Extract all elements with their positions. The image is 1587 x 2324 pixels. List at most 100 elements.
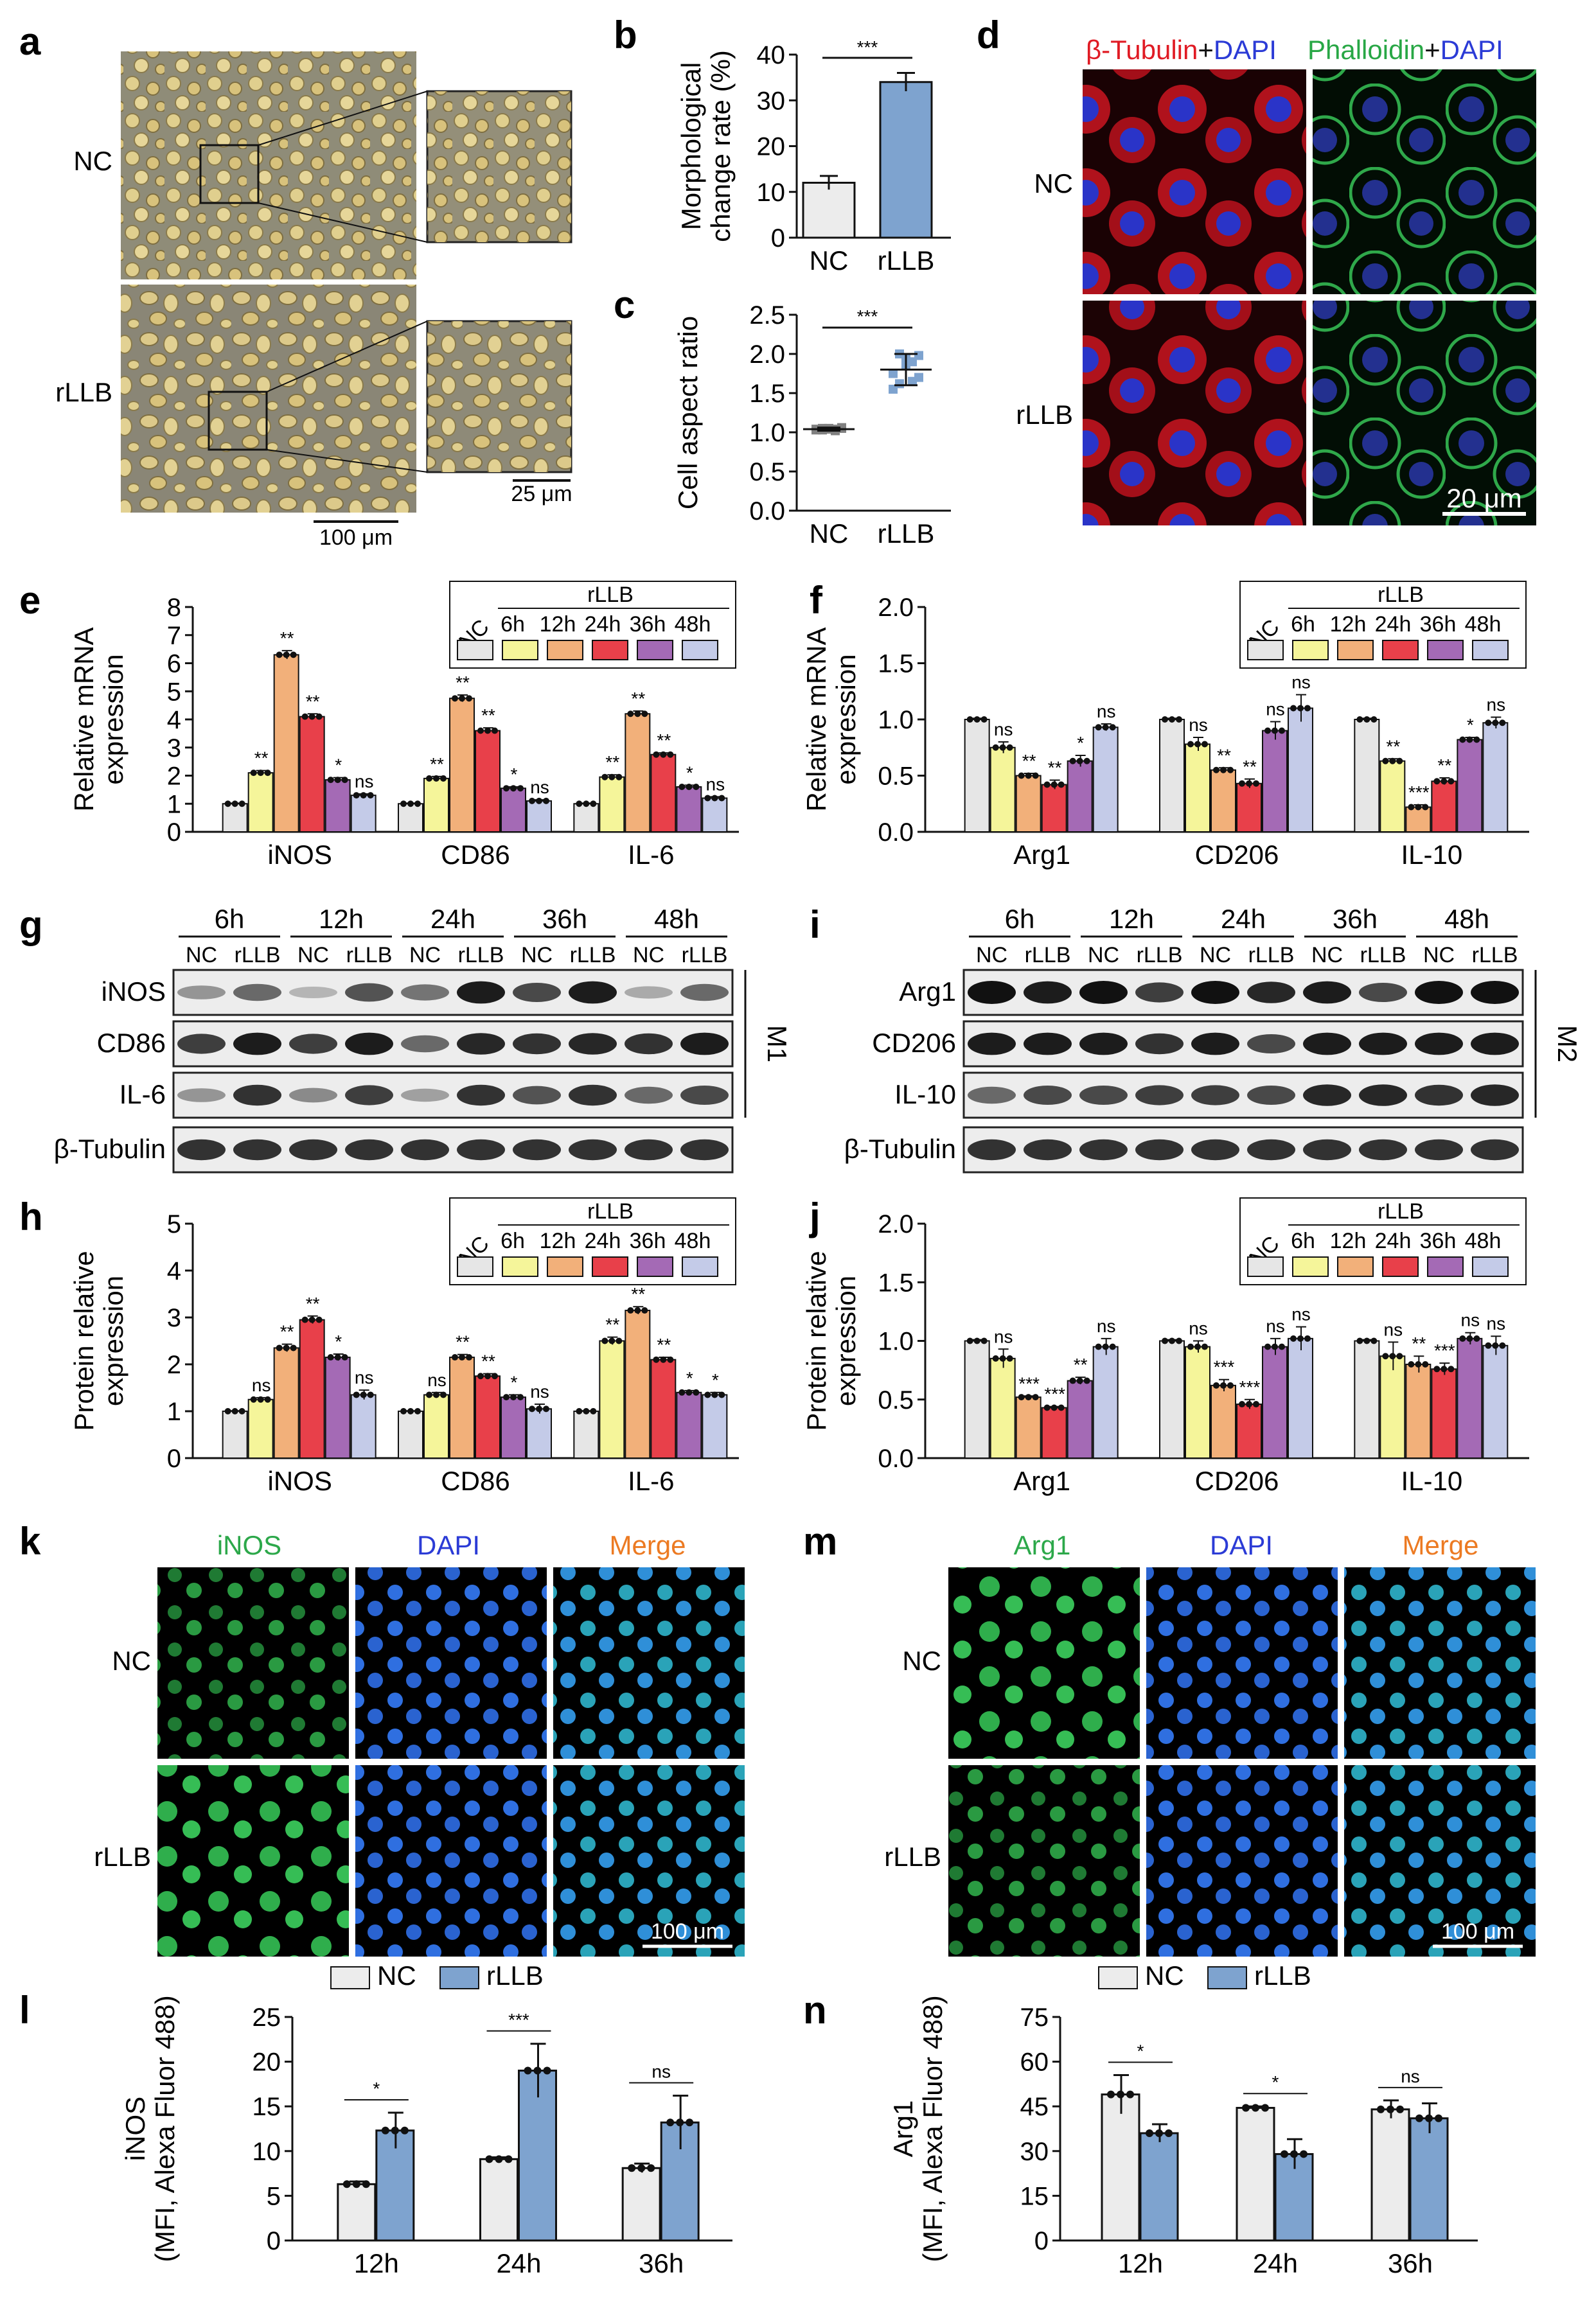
data-point (1425, 2114, 1433, 2122)
blot-row-label: IL-10 (894, 1079, 956, 1109)
data-point (966, 1337, 973, 1344)
legend-time-label: 48h (675, 612, 711, 637)
blot-band (680, 1139, 729, 1161)
legend-time-label: 24h (1375, 1229, 1412, 1253)
significance-label: *** (1018, 1373, 1040, 1393)
blot-band (401, 1088, 449, 1102)
data-point (1304, 705, 1311, 712)
data-point (1194, 741, 1201, 748)
merge-cells-nc (553, 1567, 745, 1759)
y-tick-label: 0 (167, 1445, 181, 1473)
bar (1067, 1380, 1093, 1459)
bar (1236, 782, 1262, 832)
data-point (1387, 2105, 1394, 2113)
x-tick-label: rLLB (878, 245, 935, 276)
blot-band (1079, 1086, 1128, 1105)
data-point (1363, 1337, 1370, 1344)
timepoint-label: 24h (1221, 904, 1266, 934)
significance-label: ** (1243, 757, 1257, 777)
data-point (1300, 2150, 1308, 2158)
legend-time-label: 24h (585, 612, 621, 637)
data-point (1290, 2150, 1298, 2158)
blot-band (680, 1032, 729, 1055)
stain-plus: + (1424, 35, 1441, 65)
data-point (1433, 778, 1441, 785)
data-point (1227, 766, 1234, 773)
significance-label: * (335, 755, 342, 775)
significance-label: ** (1074, 1355, 1088, 1375)
significance-label: ** (657, 1335, 671, 1355)
data-point (224, 800, 231, 807)
merge-cells-rllb (553, 1765, 745, 1957)
y-tick-label: 3 (167, 1304, 181, 1332)
data-point (381, 2126, 389, 2135)
data-point (1253, 1401, 1259, 1408)
legend-swatch (1427, 1256, 1464, 1277)
data-point (433, 1391, 439, 1398)
bar (1262, 730, 1288, 832)
row-label-nc: NC (902, 1646, 941, 1676)
data-point (352, 2180, 360, 2188)
data-point (485, 2155, 493, 2163)
legend-time-label: 48h (1465, 1229, 1502, 1253)
x-tick-label: CD86 (441, 1466, 510, 1496)
significance-label: ns (1461, 1310, 1480, 1330)
timepoint-label: 36h (542, 904, 587, 934)
x-tick-label: IL-6 (628, 840, 674, 870)
significance-label: ns (1291, 1305, 1311, 1325)
data-point (342, 2180, 351, 2188)
significance-label: ** (1048, 758, 1062, 778)
y-tick-label: 1.0 (878, 1328, 914, 1356)
data-point (459, 1354, 465, 1361)
y-axis-label: Morphological (676, 62, 706, 230)
data-point (477, 727, 484, 734)
data-point (1382, 757, 1389, 764)
significance-label: * (511, 1372, 518, 1392)
data-point (628, 2164, 636, 2172)
x-tick-label: 36h (639, 2248, 684, 2278)
significance-label: ** (280, 1322, 294, 1342)
blot-band (457, 981, 505, 1004)
blot-band (289, 1139, 337, 1161)
lane-label: rLLB (1360, 943, 1406, 967)
lane-label: rLLB (235, 943, 281, 967)
blot-band (1247, 982, 1295, 1003)
bar (1379, 760, 1406, 832)
data-point (536, 1405, 542, 1413)
phalloidin-cells-nc (1313, 69, 1536, 294)
blot-band (177, 1139, 226, 1161)
data-point (543, 797, 549, 804)
data-point (634, 1307, 641, 1314)
legend-label: NC (1145, 1960, 1184, 1991)
significance-label: ** (456, 673, 470, 692)
significance-label: ns (1266, 700, 1285, 719)
x-tick-label: IL-10 (1401, 840, 1462, 870)
blot-band (401, 1035, 449, 1053)
data-point (966, 716, 973, 723)
legend-swatch (1207, 1966, 1247, 1989)
column-label-dapi: DAPI (1210, 1530, 1273, 1560)
legend-time-label: 12h (540, 1229, 576, 1253)
lane-label: NC (297, 943, 329, 967)
y-tick-label: 1.5 (878, 650, 914, 678)
significance-label: ns (994, 719, 1013, 739)
blot-band (233, 1084, 281, 1106)
data-point (718, 795, 725, 802)
data-point (433, 775, 439, 782)
significance-label: *** (1434, 1341, 1455, 1360)
lane-label: NC (1423, 943, 1455, 967)
y-axis-label: Relative mRNA (69, 627, 99, 811)
data-point (1382, 1353, 1389, 1360)
bar (573, 803, 599, 832)
data-point (1176, 1337, 1182, 1344)
bar (650, 753, 677, 832)
data-point (492, 727, 498, 734)
data-point (1290, 705, 1297, 712)
data-point (283, 1344, 290, 1351)
significance-label: * (712, 1370, 719, 1390)
data-point (1264, 727, 1271, 734)
blot-band (1415, 1032, 1463, 1055)
stain-header-right: Phalloidin+DAPI (1308, 35, 1503, 65)
legend-swatch (1472, 640, 1509, 660)
